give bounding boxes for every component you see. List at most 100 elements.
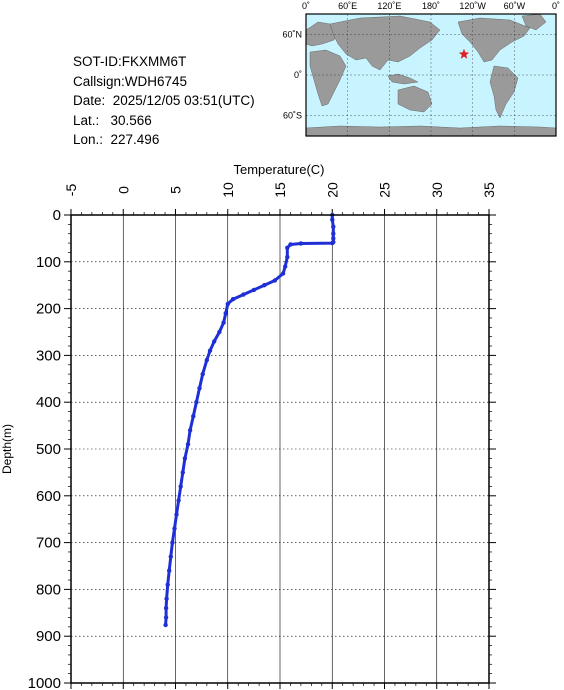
temperature-data-point — [204, 357, 209, 363]
temperature-data-point — [170, 540, 175, 545]
x-tick-label: 0 — [115, 186, 131, 194]
temperature-data-point — [330, 217, 335, 222]
temperature-data-point — [330, 240, 335, 246]
europe-landmass — [305, 21, 339, 47]
map-latitude-label: 60˚S — [283, 111, 302, 121]
temperature-data-point — [164, 596, 169, 601]
temperature-data-point — [176, 498, 181, 503]
y-tick-label: 200 — [36, 301, 61, 318]
y-tick-label: 500 — [36, 441, 61, 458]
map-longitude-label: 60˚E — [338, 1, 357, 11]
x-tick-label: 10 — [220, 182, 236, 198]
temperature-data-point — [331, 224, 336, 229]
temperature-data-point — [241, 292, 246, 297]
chart-grid — [71, 215, 489, 683]
temperature-data-point — [180, 470, 185, 475]
date-label: Date: 2025/12/05 03:51(UTC) — [73, 93, 255, 109]
y-tick-label: 100 — [36, 254, 61, 271]
star-marker-icon — [458, 48, 470, 59]
callsign-label: Callsign:WDH6745 — [73, 73, 188, 89]
y-tick-label: 0 — [53, 207, 61, 224]
temperature-profile-line — [164, 213, 335, 627]
temperature-data-point — [197, 386, 202, 391]
land-masses — [305, 13, 557, 137]
y-tick-label: 900 — [36, 628, 61, 645]
temperature-data-point — [167, 568, 172, 573]
africa-landmass — [309, 49, 347, 107]
y-axis-title: Depth(m) — [0, 424, 14, 474]
temperature-data-point — [163, 622, 168, 628]
x-tick-label: 15 — [272, 182, 288, 198]
map-longitude-label: 120˚E — [377, 1, 401, 11]
temperature-data-point — [174, 512, 179, 517]
temperature-data-point — [331, 236, 336, 241]
temperature-data-point — [285, 254, 290, 260]
temperature-data-point — [178, 484, 183, 489]
latitude-label: Lat.: 30.566 — [73, 112, 152, 128]
temperature-data-point — [172, 526, 177, 531]
y-tick-label: 400 — [36, 394, 61, 411]
temperature-data-point — [185, 442, 191, 447]
temperature-data-point — [194, 400, 199, 405]
x-tick-label: 5 — [168, 186, 184, 194]
x-tick-label: 30 — [429, 182, 445, 198]
y-tick-label: 300 — [36, 347, 61, 364]
temperature-data-point — [223, 311, 228, 316]
y-tick-label: 1000 — [28, 675, 61, 690]
temperature-data-point — [191, 414, 196, 419]
x-tick-label: 25 — [377, 182, 393, 198]
x-tick-label: 20 — [324, 182, 340, 198]
temperature-data-point — [230, 297, 236, 302]
temperature-data-point — [207, 348, 213, 353]
float-position-marker — [458, 48, 470, 59]
map-longitude-label: 180˚ — [422, 1, 440, 11]
map-latitude-label: 60˚N — [282, 29, 302, 39]
x-tick-labels: -5 0 5 10 15 20 25 30 35 — [63, 182, 497, 198]
map-longitude-labels: 0˚ 60˚E 120˚E 180˚ 120˚W 60˚W 0˚ — [302, 1, 560, 11]
temperature-series — [163, 212, 336, 628]
temperature-data-point — [285, 245, 290, 250]
north-america-landmass — [457, 17, 531, 63]
temperature-data-point — [187, 428, 193, 433]
map-frame: 0˚ 60˚E 120˚E 180˚ 120˚W 60˚W 0˚ 60˚N 0˚ 60˚S — [282, 1, 560, 137]
map-longitude-label: 0˚ — [552, 1, 560, 11]
temperature-data-point — [251, 287, 257, 293]
plot-frame — [70, 214, 490, 684]
temperature-data-point — [221, 320, 226, 325]
temperature-data-point — [182, 456, 188, 461]
float-info-block: SOT-ID:FKXMM6T Callsign:WDH6745 Date: 20… — [73, 52, 255, 150]
sot-id-label: SOT-ID:FKXMM6T — [73, 54, 187, 69]
longitude-label: Lon.: 227.496 — [73, 132, 160, 148]
temperature-data-point — [168, 554, 173, 559]
indonesia-landmass — [387, 73, 419, 85]
temperature-data-point — [272, 278, 277, 283]
temperature-data-point — [283, 264, 288, 269]
temperature-data-point — [200, 371, 205, 377]
map-latitude-label: 0˚ — [294, 70, 302, 80]
temperature-data-point — [163, 615, 169, 620]
temperature-data-point — [225, 301, 230, 307]
temperature-data-point — [165, 582, 170, 587]
x-tick-label: -5 — [63, 184, 79, 197]
temperature-data-point — [163, 605, 169, 611]
map-longitude-label: 120˚W — [459, 1, 486, 11]
temperature-data-point — [298, 241, 304, 246]
map-longitude-label: 0˚ — [302, 1, 310, 11]
y-tick-label: 700 — [36, 535, 61, 552]
temperature-data-point — [262, 283, 267, 288]
x-axis-title: Temperature(C) — [233, 162, 324, 177]
temperature-data-point — [212, 339, 217, 344]
map-border — [305, 13, 557, 137]
temperature-data-point — [280, 271, 286, 276]
location-map: 0˚ 60˚E 120˚E 180˚ 120˚W 60˚W 0˚ 60˚N 0˚ 60˚S — [282, 1, 560, 137]
australia-landmass — [397, 85, 433, 113]
temperature-data-point — [217, 329, 222, 335]
south-america-landmass — [489, 65, 519, 119]
temperature-data-point — [288, 242, 293, 247]
asia-landmass — [329, 15, 441, 71]
map-latitude-labels: 60˚N 0˚ 60˚S — [282, 29, 302, 120]
map-graticule — [306, 14, 556, 136]
map-longitude-label: 60˚W — [504, 1, 526, 11]
temperature-data-point — [331, 231, 336, 236]
